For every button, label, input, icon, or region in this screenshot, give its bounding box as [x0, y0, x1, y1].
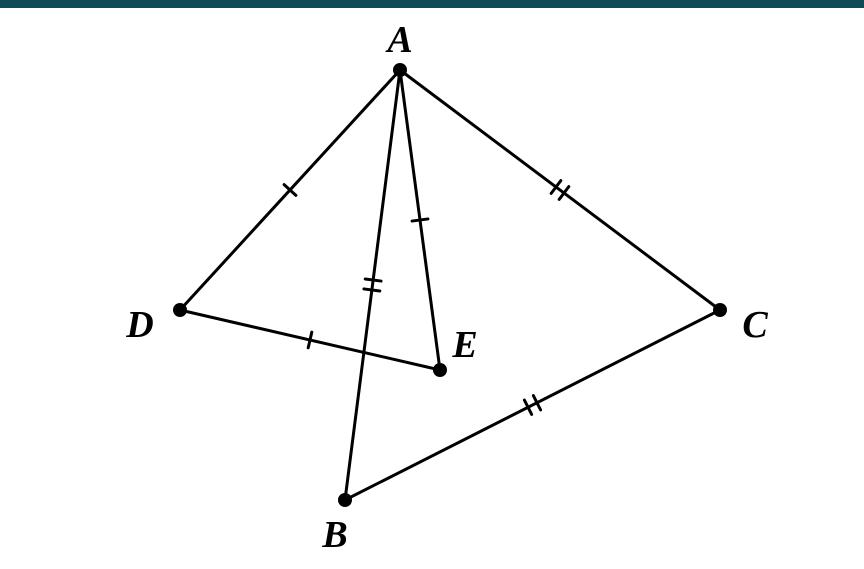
- point-A: [393, 63, 407, 77]
- edge-BC: [345, 310, 720, 500]
- edge-AB: [345, 70, 400, 500]
- label-A: A: [387, 18, 412, 62]
- tick-mark: [308, 332, 312, 348]
- tick-mark: [559, 187, 569, 200]
- label-B: B: [322, 513, 347, 557]
- label-E: E: [452, 323, 477, 367]
- point-B: [338, 493, 352, 507]
- tick-mark: [551, 181, 561, 194]
- tick-mark: [412, 219, 428, 221]
- label-D: D: [126, 303, 153, 347]
- tick-mark: [364, 289, 380, 291]
- point-E: [433, 363, 447, 377]
- geometry-svg: [0, 0, 864, 569]
- edge-AC: [400, 70, 720, 310]
- point-C: [713, 303, 727, 317]
- label-C: C: [742, 303, 767, 347]
- diagram-canvas: A B C D E: [0, 0, 864, 569]
- tick-mark: [365, 279, 381, 281]
- point-D: [173, 303, 187, 317]
